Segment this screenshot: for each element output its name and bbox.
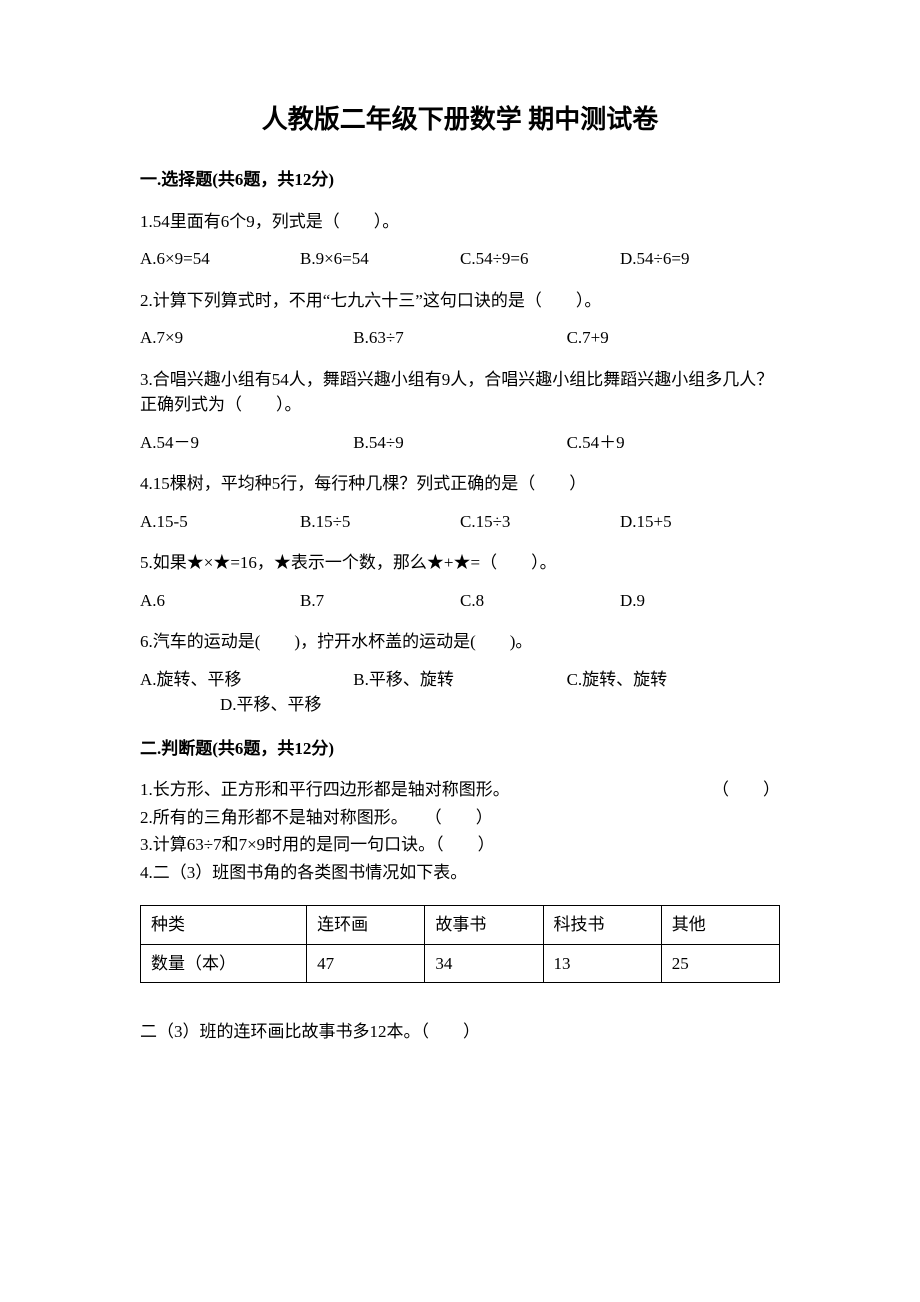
section1-header: 一.选择题(共6题，共12分) <box>140 167 780 193</box>
judge-block: 1.长方形、正方形和平行四边形都是轴对称图形。 （ ） 2.所有的三角形都不是轴… <box>140 777 780 885</box>
q6-options: A.旋转、平移 B.平移、旋转 C.旋转、旋转 D.平移、平移 <box>140 667 780 718</box>
th-kind: 种类 <box>141 906 307 945</box>
question-3: 3.合唱兴趣小组有54人，舞蹈兴趣小组有9人，合唱兴趣小组比舞蹈兴趣小组多几人？… <box>140 367 780 456</box>
q5-opt-d: D.9 <box>620 588 780 614</box>
question-6: 6.汽车的运动是( )，拧开水杯盖的运动是( )。 A.旋转、平移 B.平移、旋… <box>140 629 780 718</box>
th-col1: 连环画 <box>307 906 425 945</box>
question-1: 1.54里面有6个9，列式是（ ）。 A.6×9=54 B.9×6=54 C.5… <box>140 209 780 272</box>
q4-opt-d: D.15+5 <box>620 509 780 535</box>
j1-text: 1.长方形、正方形和平行四边形都是轴对称图形。 <box>140 777 712 803</box>
q3-opt-a: A.54－9 <box>140 430 353 456</box>
q1-opt-c: C.54÷9=6 <box>460 246 620 272</box>
q5-options: A.6 B.7 C.8 D.9 <box>140 588 780 614</box>
page-title: 人教版二年级下册数学 期中测试卷 <box>140 100 780 139</box>
cell-4: 25 <box>661 944 779 983</box>
q6-opt-c: C.旋转、旋转 <box>567 667 780 693</box>
book-table: 种类 连环画 故事书 科技书 其他 数量（本） 47 34 13 25 <box>140 905 780 983</box>
th-col4: 其他 <box>661 906 779 945</box>
q4-opt-b: B.15÷5 <box>300 509 460 535</box>
cell-2: 34 <box>425 944 543 983</box>
q1-opt-b: B.9×6=54 <box>300 246 460 272</box>
q4-opt-a: A.15-5 <box>140 509 300 535</box>
q1-opt-a: A.6×9=54 <box>140 246 300 272</box>
q5-stem: 5.如果★×★=16，★表示一个数，那么★+★=（ ）。 <box>140 550 780 576</box>
th-col2: 故事书 <box>425 906 543 945</box>
q4-stem: 4.15棵树，平均种5行，每行种几棵？列式正确的是（ ） <box>140 471 780 497</box>
q2-opt-c: C.7+9 <box>567 325 780 351</box>
q5-opt-b: B.7 <box>300 588 460 614</box>
q6-stem: 6.汽车的运动是( )，拧开水杯盖的运动是( )。 <box>140 629 780 655</box>
j2-text: 2.所有的三角形都不是轴对称图形。 （ ） <box>140 805 780 831</box>
table-row: 数量（本） 47 34 13 25 <box>141 944 780 983</box>
judge-1: 1.长方形、正方形和平行四边形都是轴对称图形。 （ ） <box>140 777 780 803</box>
judge-2: 2.所有的三角形都不是轴对称图形。 （ ） <box>140 805 780 831</box>
q3-options: A.54－9 B.54÷9 C.54＋9 <box>140 430 780 456</box>
q2-opt-b: B.63÷7 <box>353 325 566 351</box>
j4-text: 4.二（3）班图书角的各类图书情况如下表。 <box>140 860 780 886</box>
q3-opt-b: B.54÷9 <box>353 430 566 456</box>
exam-page: 人教版二年级下册数学 期中测试卷 一.选择题(共6题，共12分) 1.54里面有… <box>0 0 920 1302</box>
judge-3: 3.计算63÷7和7×9时用的是同一句口诀。（ ） <box>140 832 780 858</box>
q2-opt-a: A.7×9 <box>140 325 353 351</box>
q3-opt-c: C.54＋9 <box>567 430 780 456</box>
q2-options: A.7×9 B.63÷7 C.7+9 <box>140 325 780 351</box>
j3-text: 3.计算63÷7和7×9时用的是同一句口诀。（ ） <box>140 832 780 858</box>
q1-stem: 1.54里面有6个9，列式是（ ）。 <box>140 209 780 235</box>
judge-4: 4.二（3）班图书角的各类图书情况如下表。 <box>140 860 780 886</box>
q3-stem: 3.合唱兴趣小组有54人，舞蹈兴趣小组有9人，合唱兴趣小组比舞蹈兴趣小组多几人？… <box>140 367 780 418</box>
q1-opt-d: D.54÷6=9 <box>620 246 780 272</box>
question-5: 5.如果★×★=16，★表示一个数，那么★+★=（ ）。 A.6 B.7 C.8… <box>140 550 780 613</box>
question-4: 4.15棵树，平均种5行，每行种几棵？列式正确的是（ ） A.15-5 B.15… <box>140 471 780 534</box>
q6-opt-b: B.平移、旋转 <box>353 667 566 693</box>
section2-header: 二.判断题(共6题，共12分) <box>140 736 780 762</box>
th-col3: 科技书 <box>543 906 661 945</box>
j1-paren: （ ） <box>712 777 780 803</box>
q4-options: A.15-5 B.15÷5 C.15÷3 D.15+5 <box>140 509 780 535</box>
table-header-row: 种类 连环画 故事书 科技书 其他 <box>141 906 780 945</box>
q6-opt-d: D.平移、平移 <box>140 692 322 718</box>
q4-opt-c: C.15÷3 <box>460 509 620 535</box>
question-2: 2.计算下列算式时，不用“七九六十三”这句口诀的是（ ）。 A.7×9 B.63… <box>140 288 780 351</box>
cell-3: 13 <box>543 944 661 983</box>
q5-opt-a: A.6 <box>140 588 300 614</box>
q5-opt-c: C.8 <box>460 588 620 614</box>
q1-options: A.6×9=54 B.9×6=54 C.54÷9=6 D.54÷6=9 <box>140 246 780 272</box>
q6-opt-a: A.旋转、平移 <box>140 667 353 693</box>
after-table-statement: 二（3）班的连环画比故事书多12本。（ ） <box>140 1019 780 1045</box>
q2-stem: 2.计算下列算式时，不用“七九六十三”这句口诀的是（ ）。 <box>140 288 780 314</box>
cell-1: 47 <box>307 944 425 983</box>
row-label: 数量（本） <box>141 944 307 983</box>
